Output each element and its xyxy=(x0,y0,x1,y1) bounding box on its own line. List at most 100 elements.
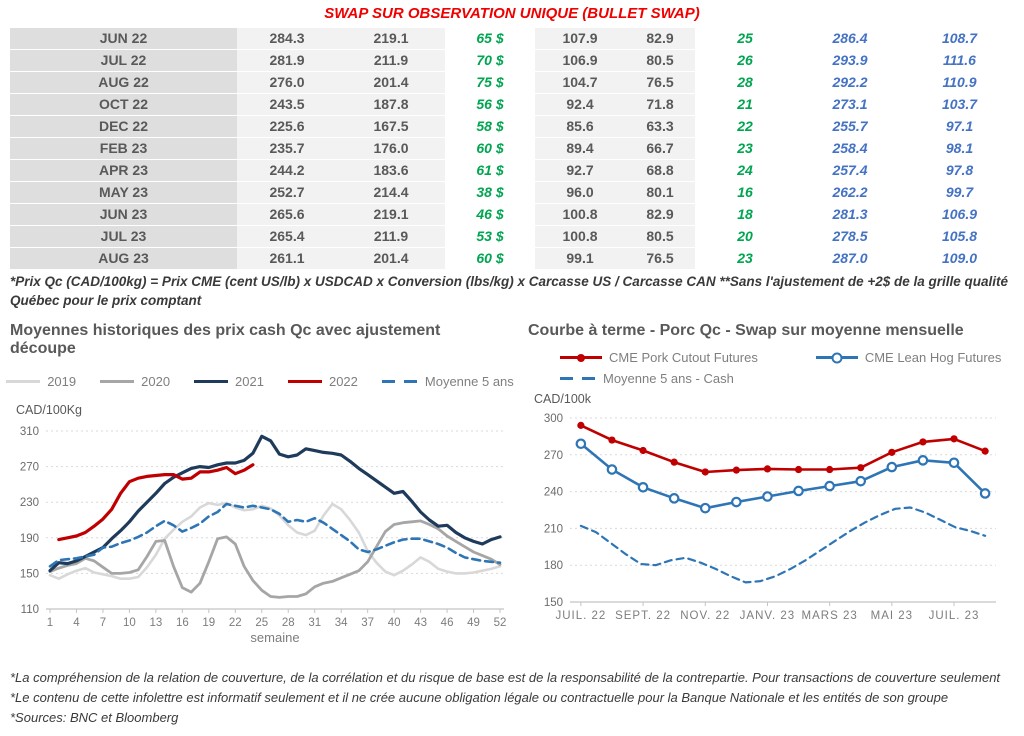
cell-value-8: 98.1 xyxy=(905,138,1014,160)
cell-value-8: 105.8 xyxy=(905,226,1014,248)
cell-value-8: 97.8 xyxy=(905,160,1014,182)
cell-value-5: 63.3 xyxy=(625,116,695,138)
cell-value-3: 65 $ xyxy=(445,28,535,50)
cell-value-6: 26 xyxy=(695,50,795,72)
cell-value-1: 265.4 xyxy=(237,226,337,248)
legend-item-2021: 2021 xyxy=(194,374,264,389)
footer-line: *La compréhension de la relation de couv… xyxy=(10,670,1001,685)
cell-value-4: 104.7 xyxy=(535,72,625,94)
legend-label: 2020 xyxy=(141,374,171,389)
cell-value-6: 18 xyxy=(695,204,795,226)
legend-item-2020: 2020 xyxy=(100,374,170,389)
historical-prices-line-chart: 310 270 230 190 150 110 1 4 7 10 13 16 19 22 25 28 31 34 3… xyxy=(20,426,507,645)
cell-value-1: 235.7 xyxy=(237,138,337,160)
chart-historical-cash-prices: Moyennes historiques des prix cash Qc av… xyxy=(6,320,514,659)
svg-text:110: 110 xyxy=(21,604,39,616)
cell-month: JUL 23 xyxy=(10,226,237,248)
cell-value-5: 68.8 xyxy=(625,160,695,182)
cell-value-1: 225.6 xyxy=(237,116,337,138)
svg-text:MAI 23: MAI 23 xyxy=(871,610,913,622)
cell-value-8: 108.7 xyxy=(905,28,1014,50)
svg-text:22: 22 xyxy=(229,617,242,629)
table-row: JUL 23 265.4 211.9 53 $100.8 80.5 20 278.5 105.… xyxy=(10,226,1014,248)
legend-item-lean-hog: CME Lean Hog Futures xyxy=(815,350,1002,365)
table-row: AUG 22 276.0 201.4 75 $104.7 76.5 28 292.2 110.… xyxy=(10,72,1014,94)
cell-value-2: 183.6 xyxy=(337,160,445,182)
svg-text:7: 7 xyxy=(100,617,106,629)
table-row: FEB 23 235.7 176.0 60 $89.4 66.7 23 258.4 98.1 xyxy=(10,138,1014,160)
cell-value-4: 100.8 xyxy=(535,204,625,226)
cell-month: AUG 23 xyxy=(10,248,237,270)
svg-text:43: 43 xyxy=(414,617,427,629)
cell-value-6: 23 xyxy=(695,138,795,160)
legend-item-2019: 2019 xyxy=(6,374,76,389)
cell-value-5: 80.5 xyxy=(625,50,695,72)
cell-value-2: 201.4 xyxy=(337,248,445,270)
blue-ring-line-swatch xyxy=(815,356,858,359)
cell-value-2: 219.1 xyxy=(337,204,445,226)
chart-title: Courbe à terme - Porc Qc - Swap sur moye… xyxy=(528,322,964,339)
cell-value-5: 76.5 xyxy=(625,248,695,270)
cell-value-3: 70 $ xyxy=(445,50,535,72)
svg-text:19: 19 xyxy=(202,617,215,629)
cell-value-4: 99.1 xyxy=(535,248,625,270)
cell-value-1: 276.0 xyxy=(237,72,337,94)
charts-section: Moyennes historiques des prix cash Qc av… xyxy=(6,320,1014,659)
cell-value-4: 92.4 xyxy=(535,94,625,116)
cell-value-3: 60 $ xyxy=(445,138,535,160)
cell-value-6: 21 xyxy=(695,94,795,116)
legend-label: Moyenne 5 ans - Cash xyxy=(603,371,734,386)
cell-month: OCT 22 xyxy=(10,94,237,116)
table-row: JUN 23 265.6 219.1 46 $100.8 82.9 18 281.3 106.… xyxy=(10,204,1014,226)
svg-text:34: 34 xyxy=(335,617,348,629)
cell-value-6: 25 xyxy=(695,28,795,50)
svg-text:230: 230 xyxy=(20,497,39,509)
line-swatch-2021 xyxy=(194,380,229,383)
cell-month: MAY 23 xyxy=(10,182,237,204)
cell-value-3: 46 $ xyxy=(445,204,535,226)
chart-title: Moyennes historiques des prix cash Qc av… xyxy=(10,322,441,357)
legend-row: CME Pork Cutout Futures CME Lean Hog Fut… xyxy=(560,350,1001,365)
cell-value-2: 187.8 xyxy=(337,94,445,116)
cell-value-7: 286.4 xyxy=(795,28,905,50)
legend-item-2022: 2022 xyxy=(287,374,358,389)
svg-text:SEPT. 22: SEPT. 22 xyxy=(615,610,671,622)
cell-value-2: 211.9 xyxy=(337,50,445,72)
cell-value-3: 38 $ xyxy=(445,182,535,204)
cell-value-5: 82.9 xyxy=(625,204,695,226)
svg-text:310: 310 xyxy=(20,426,39,438)
legend-label: CME Lean Hog Futures xyxy=(864,350,1002,365)
cell-value-7: 292.2 xyxy=(795,72,905,94)
cell-value-7: 278.5 xyxy=(795,226,905,248)
svg-text:46: 46 xyxy=(441,617,454,629)
cell-value-4: 89.4 xyxy=(535,138,625,160)
table-row: APR 23 244.2 183.6 61 $92.7 68.8 24 257.4 97.8 xyxy=(10,160,1014,182)
svg-text:13: 13 xyxy=(149,617,162,629)
cell-month: AUG 22 xyxy=(10,72,237,94)
svg-text:37: 37 xyxy=(361,617,374,629)
svg-text:150: 150 xyxy=(20,568,39,580)
cell-value-8: 97.1 xyxy=(905,116,1014,138)
cell-value-1: 284.3 xyxy=(237,28,337,50)
line-swatch-2022 xyxy=(287,380,322,383)
svg-text:180: 180 xyxy=(544,560,563,572)
cell-value-4: 100.8 xyxy=(535,226,625,248)
cell-value-3: 75 $ xyxy=(445,72,535,94)
dashed-line-swatch xyxy=(560,377,596,380)
svg-text:240: 240 xyxy=(544,487,563,499)
svg-text:semaine: semaine xyxy=(250,630,299,645)
cell-value-1: 261.1 xyxy=(237,248,337,270)
dashed-line-swatch xyxy=(381,380,418,383)
cell-value-7: 257.4 xyxy=(795,160,905,182)
cell-value-2: 219.1 xyxy=(337,28,445,50)
cell-value-6: 23 xyxy=(695,248,795,270)
svg-text:28: 28 xyxy=(282,617,295,629)
footer-line: *Le contenu de cette infolettre est info… xyxy=(10,690,949,706)
cell-month: FEB 23 xyxy=(10,138,237,160)
cell-value-7: 255.7 xyxy=(795,116,905,138)
legend-row: Moyenne 5 ans - Cash xyxy=(560,371,734,386)
svg-text:270: 270 xyxy=(20,462,39,474)
cell-value-5: 80.5 xyxy=(625,226,695,248)
table-row: DEC 22 225.6 167.5 58 $85.6 63.3 22 255.7 97.1 xyxy=(10,116,1014,138)
